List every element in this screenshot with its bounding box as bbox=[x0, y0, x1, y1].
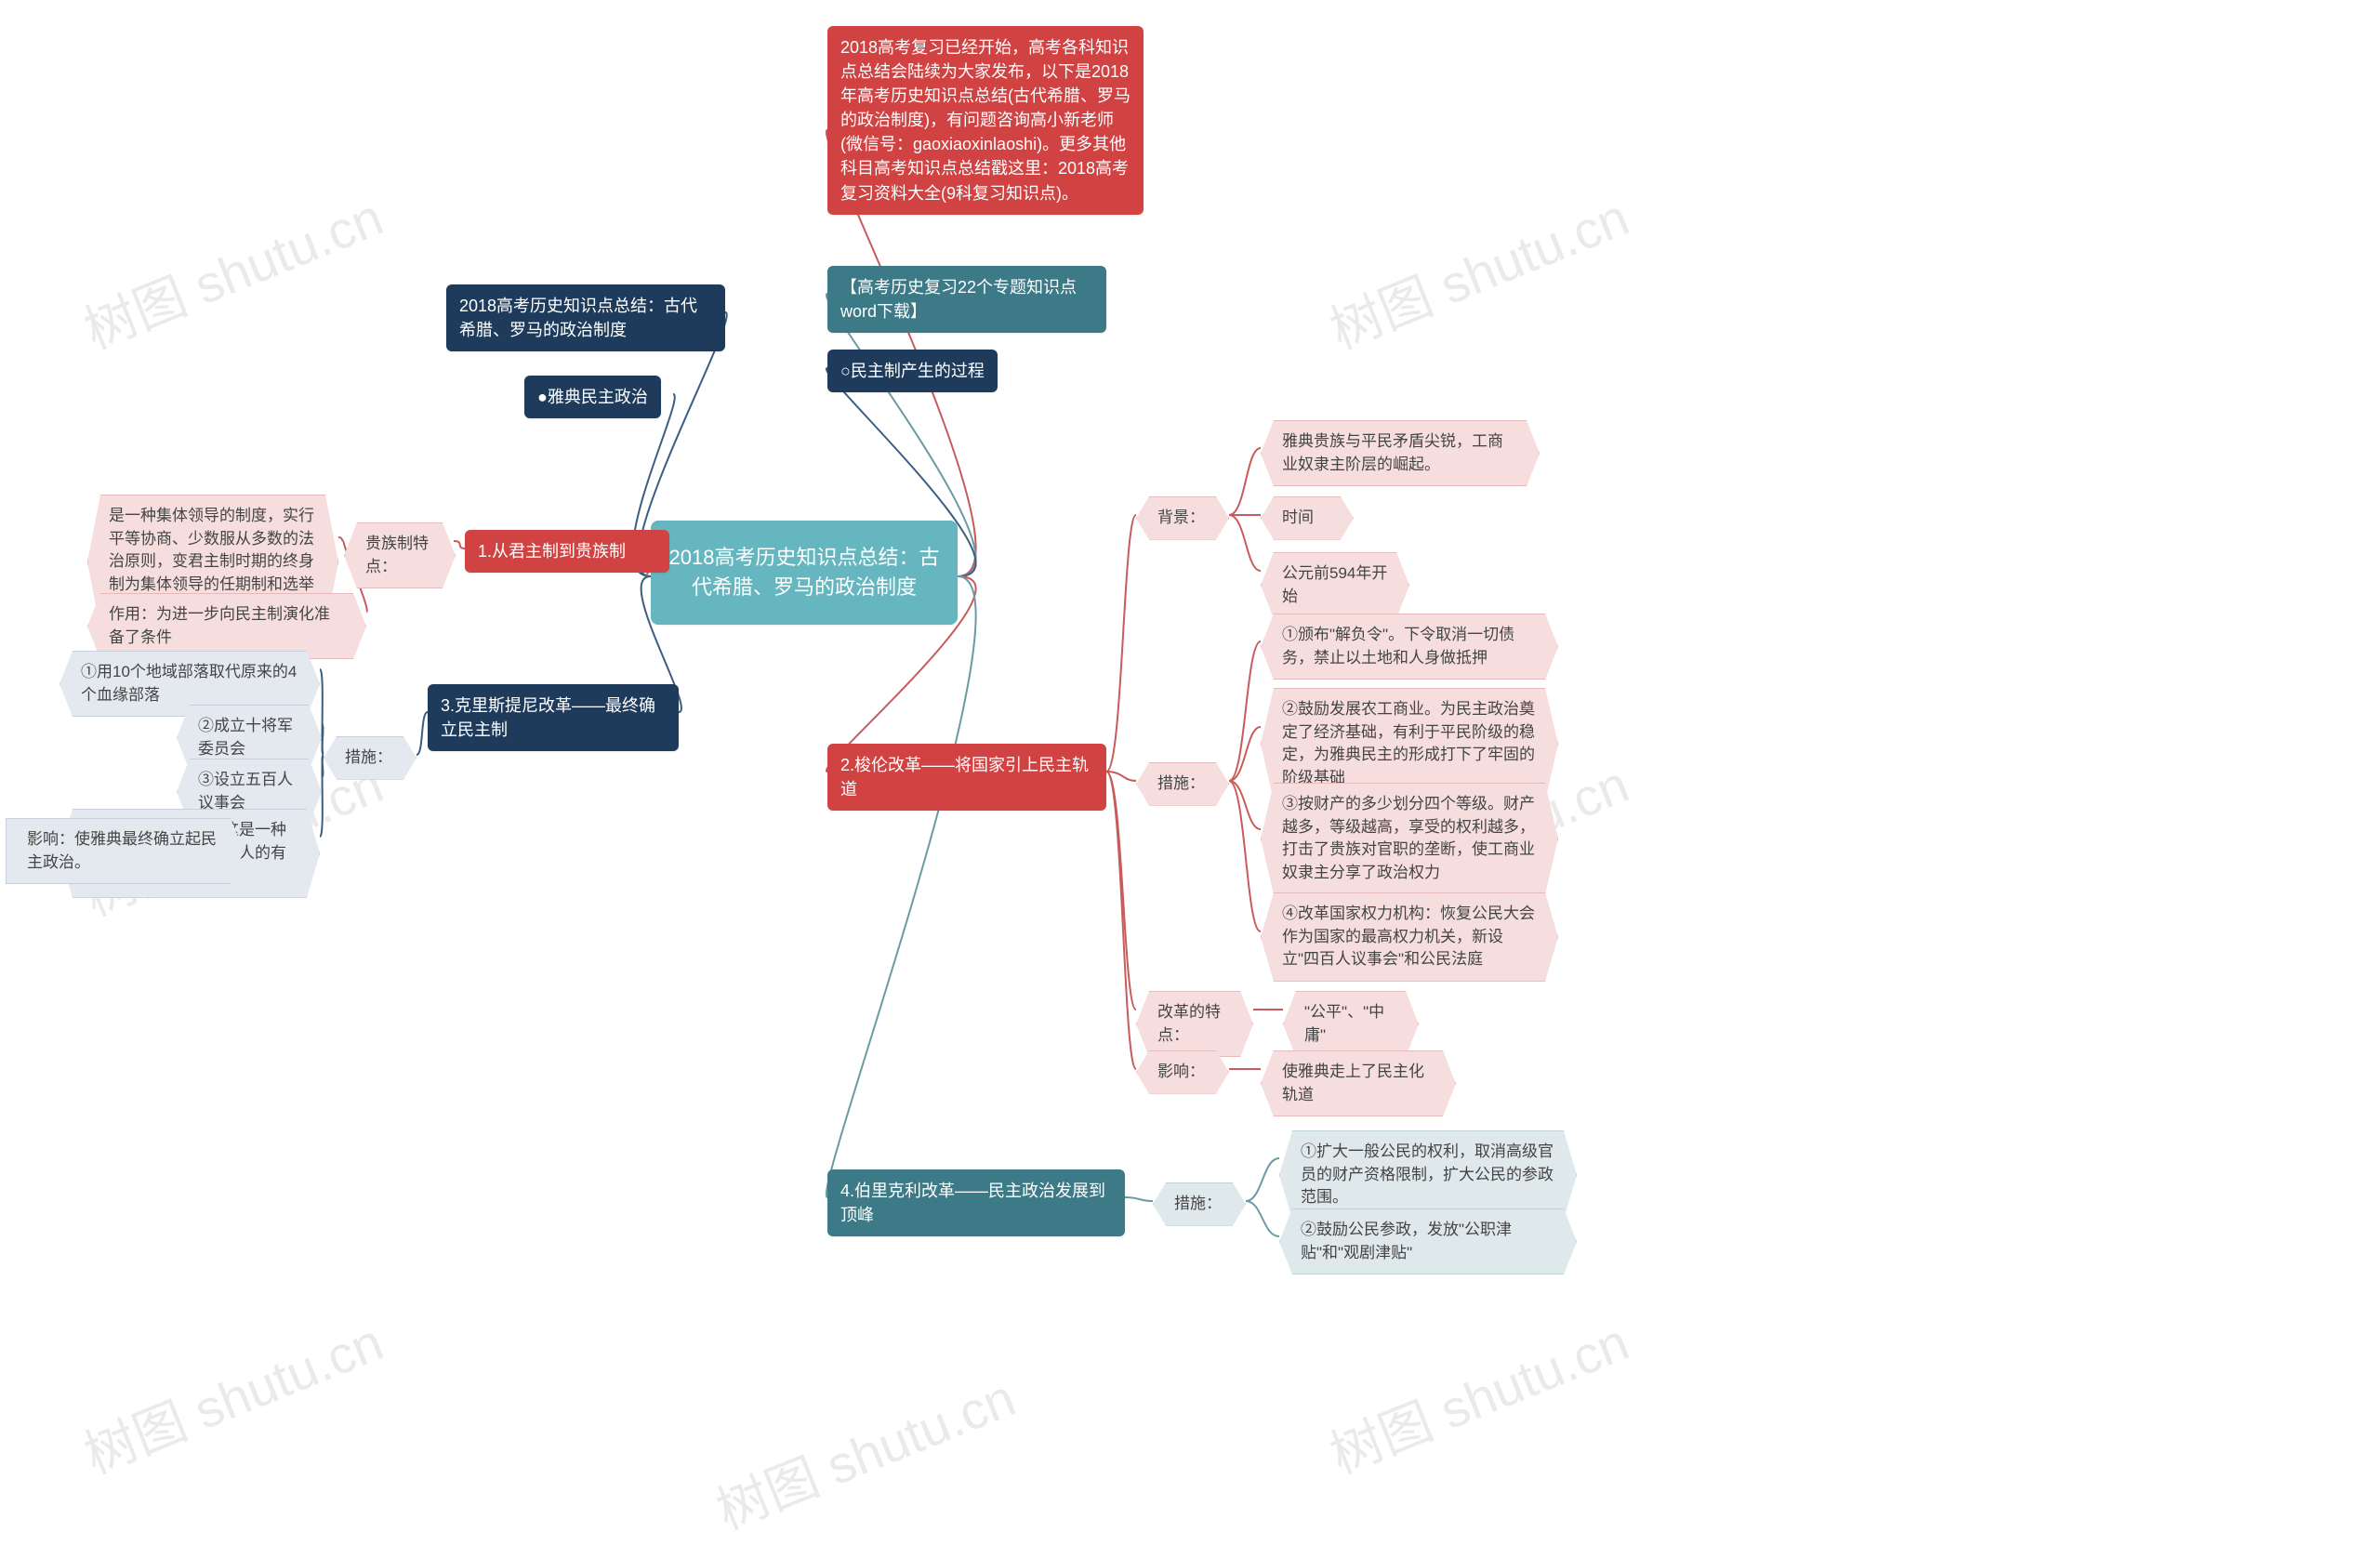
sec2-bg2: 时间 bbox=[1261, 496, 1354, 540]
watermark: 树图 shutu.cn bbox=[72, 1301, 392, 1488]
root-node: 2018高考历史知识点总结：古代希腊、罗马的政治制度 bbox=[651, 521, 958, 625]
athens-node: ●雅典民主政治 bbox=[524, 376, 661, 418]
sec2-bg3: 公元前594年开始 bbox=[1261, 552, 1409, 618]
sec1-node: 1.从君主制到贵族制 bbox=[465, 530, 669, 573]
sec4-m2: ②鼓励公民参政，发放"公职津贴"和"观剧津贴" bbox=[1279, 1208, 1577, 1274]
sec3-measures-label: 措施： bbox=[324, 736, 416, 780]
sec3-effect: 影响：使雅典最终确立起民主政治。 bbox=[6, 818, 244, 884]
sec1-role: 作用：为进一步向民主制演化准备了条件 bbox=[87, 593, 366, 659]
sec2-measures-label: 措施： bbox=[1136, 762, 1229, 806]
sec2-m1: ①颁布"解负令"。下令取消一切债务，禁止以土地和人身做抵押 bbox=[1261, 614, 1558, 680]
sec3-node: 3.克里斯提尼改革——最终确立民主制 bbox=[428, 684, 679, 751]
sec2-feat: "公平"、"中庸" bbox=[1283, 991, 1419, 1057]
sec2-bg1: 雅典贵族与平民矛盾尖锐，工商业奴隶主阶层的崛起。 bbox=[1261, 420, 1540, 486]
summary-node: 2018高考历史知识点总结：古代希腊、罗马的政治制度 bbox=[446, 284, 725, 351]
sec2-eff: 使雅典走上了民主化轨道 bbox=[1261, 1050, 1456, 1116]
sec2-node: 2.梭伦改革——将国家引上民主轨道 bbox=[827, 744, 1106, 811]
sec2-m4: ④改革国家权力机构：恢复公民大会作为国家的最高权力机关，新设立"四百人议事会"和… bbox=[1261, 892, 1558, 982]
intro-node: 2018高考复习已经开始，高考各科知识点总结会陆续为大家发布，以下是2018年高… bbox=[827, 26, 1144, 215]
watermark: 树图 shutu.cn bbox=[704, 1356, 1025, 1544]
sec2-eff-label: 影响： bbox=[1136, 1050, 1229, 1094]
sec4-m1: ①扩大一般公民的权利，取消高级官员的财产资格限制，扩大公民的参政范围。 bbox=[1279, 1130, 1577, 1220]
sec4-node: 4.伯里克利改革——民主政治发展到顶峰 bbox=[827, 1169, 1125, 1236]
sec4-measures-label: 措施： bbox=[1153, 1182, 1246, 1226]
process-node: ○民主制产生的过程 bbox=[827, 350, 998, 392]
watermark: 树图 shutu.cn bbox=[1317, 176, 1638, 363]
sec1-feat-label: 贵族制特点： bbox=[344, 522, 456, 588]
sec2-feat-label: 改革的特点： bbox=[1136, 991, 1253, 1057]
sec2-bg-label: 背景： bbox=[1136, 496, 1229, 540]
watermark: 树图 shutu.cn bbox=[72, 176, 392, 363]
watermark: 树图 shutu.cn bbox=[1317, 1301, 1638, 1488]
download-node[interactable]: 【高考历史复习22个专题知识点word下载】 bbox=[827, 266, 1106, 333]
sec2-m3: ③按财产的多少划分四个等级。财产越多，等级越高，享受的权利越多，打击了贵族对官职… bbox=[1261, 783, 1558, 895]
